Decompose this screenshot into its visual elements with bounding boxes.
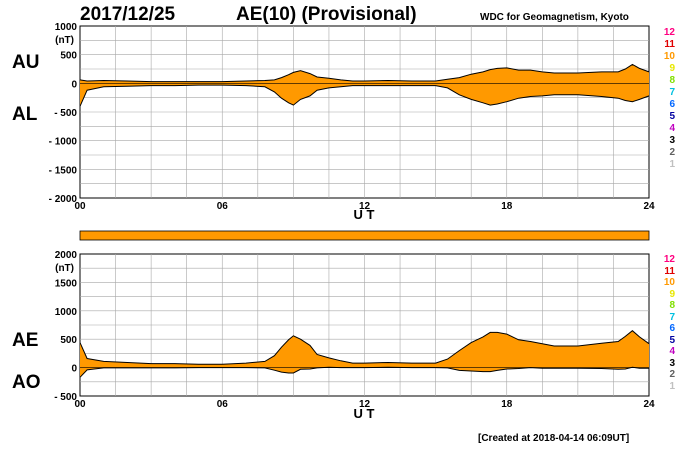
y-tick-label: - 1000 [49, 137, 78, 148]
ae-label: AE [12, 330, 39, 351]
legend-count-9: 9 [669, 288, 675, 300]
legend-count-4: 4 [669, 123, 675, 134]
au-series-line [79, 63, 650, 83]
y-tick-label: - 500 [54, 108, 77, 119]
ae-ao-x-label: U T [354, 406, 375, 421]
x-tick-label: 06 [217, 399, 229, 410]
date-label: 2017/12/25 [80, 4, 176, 25]
y-tick-label: - 2000 [49, 194, 78, 205]
y-tick-label: 2000 [55, 250, 78, 261]
legend-count-3: 3 [669, 135, 675, 146]
legend-count-6: 6 [669, 323, 675, 334]
x-tick-label: 00 [74, 201, 86, 212]
legend-count-2: 2 [669, 147, 675, 158]
y-tick-label: 1000 [55, 307, 78, 318]
legend-count-1: 1 [669, 159, 675, 170]
panel-separator-bar [79, 230, 650, 241]
legend-count-12: 12 [663, 27, 675, 38]
legend-count-4: 4 [669, 346, 675, 357]
al-series-line [79, 84, 650, 107]
au-al-unit-label: (nT) [55, 35, 74, 46]
au-al-grid [80, 26, 649, 198]
ae-ao-x-ticks: 00 06 12 18 24 [74, 399, 655, 410]
al-label: AL [12, 104, 38, 125]
legend-count-8: 8 [669, 75, 675, 86]
legend-count-3: 3 [669, 357, 675, 369]
x-tick-label: 00 [74, 399, 86, 410]
x-tick-label: 12 [359, 399, 371, 410]
ae-series-line [79, 330, 650, 365]
x-tick-label: 24 [643, 399, 655, 410]
au-al-y-ticks: 1000 500 0 - 500 - 1000 - 1500 - 2000 [49, 22, 78, 205]
x-tick-label: 24 [643, 201, 655, 212]
legend-count-11: 11 [664, 39, 675, 50]
au-label: AU [12, 52, 40, 73]
legend-count-6: 6 [669, 99, 675, 110]
ae-ao-grid [80, 254, 649, 396]
au-al-x-ticks: 00 06 12 18 24 [74, 201, 655, 212]
legend-count-11: 11 [664, 265, 675, 277]
legend-count-7: 7 [669, 87, 675, 98]
y-tick-label: 500 [60, 335, 77, 346]
y-tick-label: - 500 [54, 392, 77, 403]
ae-ao-unit-label: (nT) [55, 263, 74, 274]
legend-count-5: 5 [669, 111, 675, 122]
legend-count-5: 5 [669, 334, 675, 346]
legend-count-8: 8 [669, 300, 675, 311]
legend-count-2: 2 [669, 369, 675, 380]
ae-ao-y-ticks: 2000 1500 1000 500 0 - 500 [54, 250, 77, 403]
legend-count-10: 10 [663, 51, 675, 62]
au-al-x-label: U T [354, 207, 375, 222]
y-tick-label: - 1500 [49, 165, 78, 176]
ao-label: AO [12, 372, 41, 393]
legend-count-9: 9 [669, 63, 675, 74]
created-timestamp: [Created at 2018-04-14 06:09UT] [478, 433, 630, 444]
x-tick-label: 18 [501, 399, 513, 410]
y-tick-label: 0 [71, 79, 77, 90]
y-tick-label: 0 [71, 364, 77, 375]
y-tick-label: 1000 [55, 22, 78, 33]
y-tick-label: 500 [60, 51, 77, 62]
ae-ao-band [80, 330, 649, 378]
x-tick-label: 06 [217, 201, 229, 212]
source-label: WDC for Geomagnetism, Kyoto [480, 12, 629, 23]
legend-count-10: 10 [663, 277, 675, 288]
legend-count-12: 12 [663, 254, 675, 265]
x-tick-label: 12 [359, 201, 371, 212]
legend-count-7: 7 [669, 311, 675, 323]
index-title: AE(10) (Provisional) [236, 4, 417, 25]
x-tick-label: 18 [501, 201, 513, 212]
y-tick-label: 1500 [55, 278, 78, 289]
legend-count-1: 1 [669, 380, 675, 392]
au-al-panel: 1000 500 0 - 500 - 1000 - 1500 - 2000 00 06 12 18… [49, 22, 655, 222]
ae-ao-panel: 2000 1500 1000 500 0 - 500 00 06 12 18 24 (nT) U … [54, 250, 655, 421]
